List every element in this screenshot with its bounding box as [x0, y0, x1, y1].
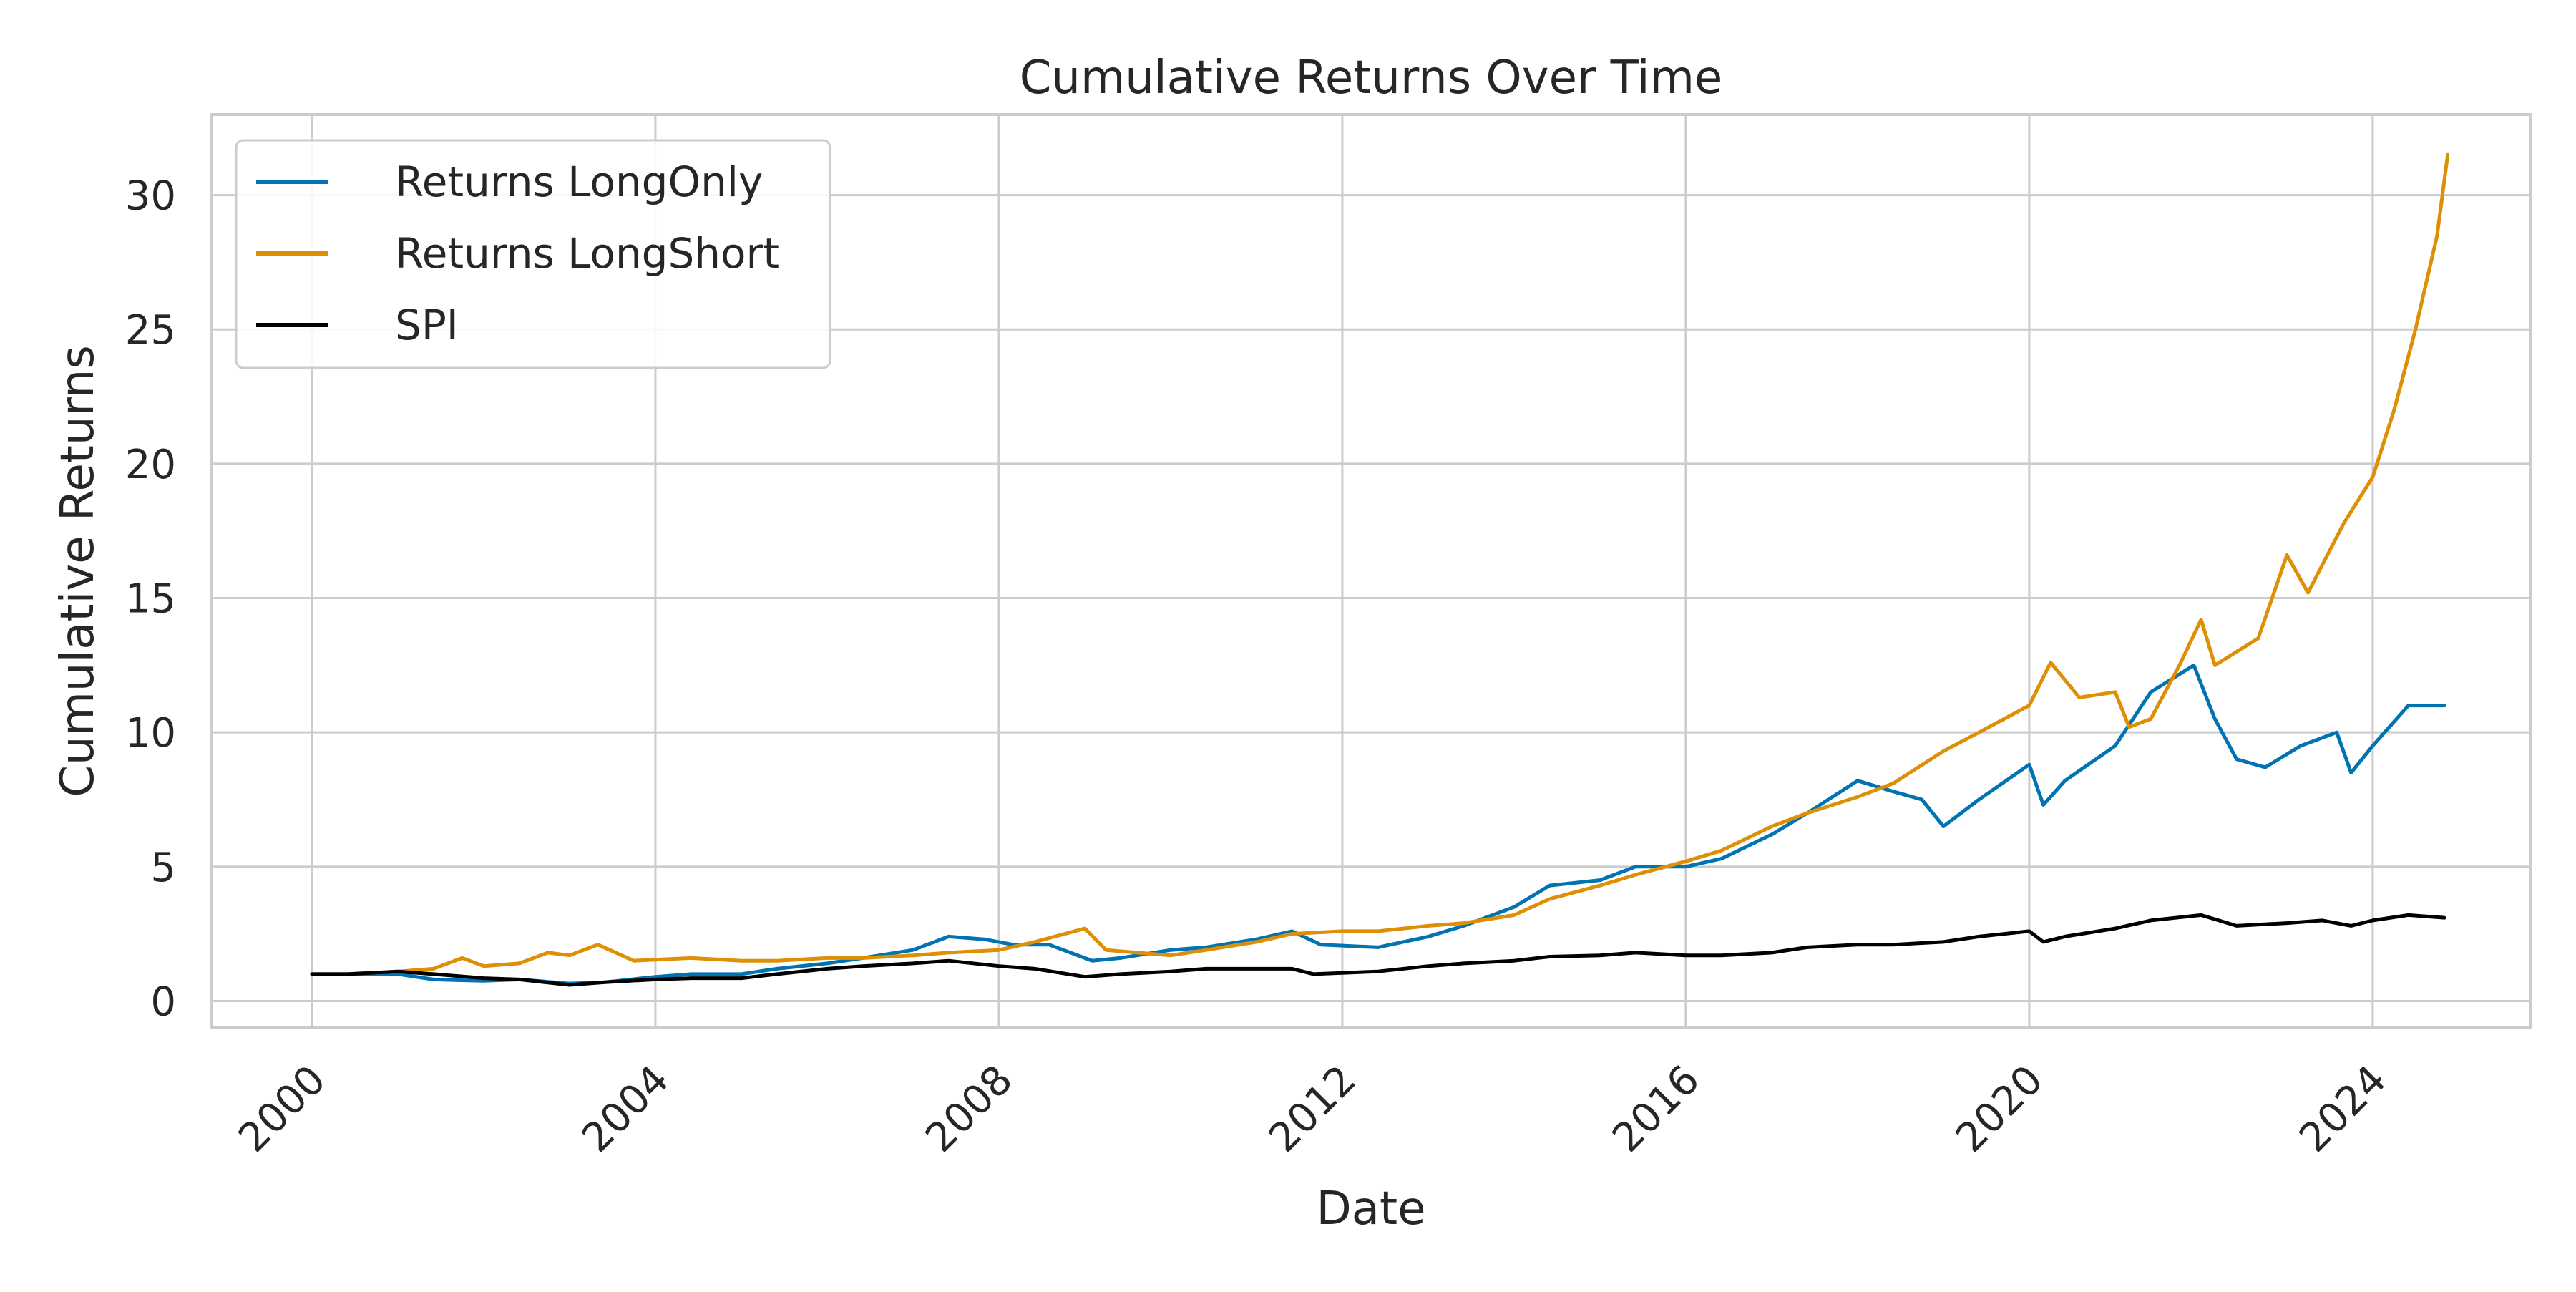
chart-title: Cumulative Returns Over Time [1020, 52, 1723, 105]
y-tick-labels: 0 5 10 15 20 25 30 [125, 173, 176, 1026]
y-tick-label: 5 [150, 845, 176, 891]
y-tick-label: 0 [150, 978, 176, 1025]
series-line-returns-longonly [310, 663, 2446, 986]
series-line-spi [310, 913, 2446, 987]
y-axis-label: Cumulative Returns [52, 345, 104, 797]
legend-label: Returns LongOnly [395, 157, 763, 206]
y-tick-label: 30 [125, 173, 176, 220]
series-lines [310, 152, 2450, 987]
legend-box [235, 139, 831, 369]
legend-label: Returns LongShort [395, 229, 779, 278]
legend: Returns LongOnly Returns LongShort SPI [235, 139, 831, 369]
x-axis-label: Date [1317, 1182, 1426, 1235]
y-tick-label: 10 [125, 710, 176, 757]
series-line-returns-longshort [310, 152, 2450, 976]
y-tick-label: 25 [125, 307, 176, 354]
y-tick-label: 20 [125, 442, 176, 488]
legend-label: SPI [395, 301, 459, 349]
plot-frame [210, 113, 2532, 1029]
y-tick-label: 15 [125, 576, 176, 623]
